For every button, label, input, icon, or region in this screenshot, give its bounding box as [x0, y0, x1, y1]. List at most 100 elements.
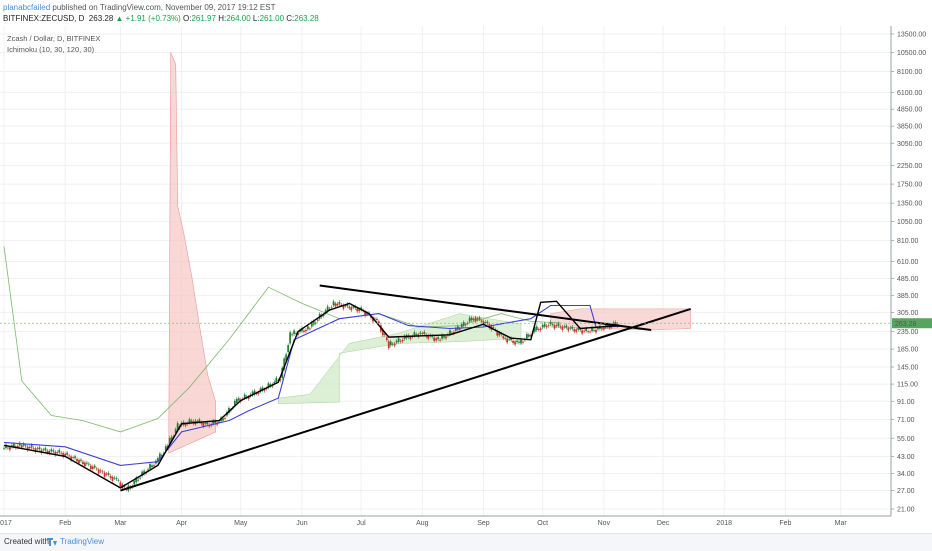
- candle-body: [24, 445, 27, 447]
- candle-body: [7, 447, 9, 449]
- author-link[interactable]: planabcfailed: [3, 3, 51, 12]
- candle-body: [527, 334, 530, 337]
- candle-body: [28, 447, 31, 448]
- candle-body: [328, 308, 331, 310]
- candle-body: [214, 421, 217, 424]
- candle-body: [399, 340, 402, 342]
- candle-body: [600, 328, 603, 330]
- footer-brand[interactable]: TradingView: [60, 537, 105, 546]
- candle-body: [492, 327, 495, 328]
- y-tick-label: 34.00: [897, 471, 915, 478]
- candle-body: [235, 398, 238, 403]
- candle-body: [476, 318, 479, 320]
- y-tick-label: 810.00: [897, 238, 919, 245]
- candle-body: [247, 396, 250, 399]
- candle-body: [332, 301, 335, 306]
- candle-body: [522, 341, 524, 343]
- candle-body: [97, 469, 100, 474]
- candle-body: [117, 480, 120, 482]
- candle-body: [366, 312, 368, 315]
- x-tick-label: Nov: [598, 520, 611, 527]
- candle-body: [506, 338, 509, 343]
- candle-body: [119, 482, 122, 487]
- ohlc-close: 263.28: [294, 14, 319, 23]
- candle-body: [535, 326, 538, 331]
- y-tick-label: 1750.00: [897, 182, 922, 189]
- candle-body: [297, 332, 299, 335]
- footer-created-with: Created with: [4, 537, 49, 546]
- x-tick-label: Feb: [779, 520, 791, 527]
- candle-body: [559, 326, 562, 328]
- cloud-bullish: [278, 313, 522, 404]
- candle-body: [62, 453, 65, 457]
- candle-body: [200, 422, 203, 424]
- candle-body: [30, 445, 33, 448]
- symbol-header: BITFINEX:ZECUSD, D 263.28 ▲ +1.91 (+0.73…: [3, 14, 319, 23]
- candle-body: [9, 447, 11, 450]
- candle-body: [520, 339, 522, 344]
- last-price-label: 263.28: [895, 321, 917, 328]
- candle-body: [228, 407, 230, 414]
- candle-body: [474, 317, 477, 322]
- candle-body: [204, 422, 207, 424]
- x-tick-label: Oct: [537, 520, 548, 527]
- x-tick-label: 2017: [0, 520, 12, 527]
- candle-body: [237, 398, 240, 401]
- candle-body: [257, 392, 260, 394]
- x-tick-label: May: [234, 520, 248, 527]
- candle-body: [287, 345, 290, 353]
- candle-body: [283, 358, 286, 370]
- candle-body: [344, 305, 347, 307]
- y-tick-label: 27.00: [897, 488, 915, 495]
- x-tick-label: Apr: [176, 520, 188, 527]
- candle-body: [306, 326, 309, 330]
- candle-body: [409, 336, 412, 339]
- candle-body: [188, 419, 191, 423]
- candle-body: [575, 329, 578, 332]
- indicator-label[interactable]: Ichimoku (10, 30, 120, 30): [7, 45, 95, 54]
- candle-body: [34, 448, 37, 452]
- candle-body: [449, 330, 451, 335]
- candle-body: [82, 461, 84, 465]
- candle-body: [583, 330, 586, 332]
- ohlc-open-label: O:: [183, 14, 192, 23]
- candle-body: [512, 340, 514, 343]
- candle-body: [151, 465, 153, 467]
- x-tick-label: Dec: [657, 520, 670, 527]
- candle-body: [3, 447, 5, 449]
- candle-body: [389, 341, 392, 346]
- y-tick-label: 1050.00: [897, 219, 922, 226]
- ohlc-close-label: C:: [286, 14, 295, 23]
- y-tick-label: 115.00: [897, 382, 918, 389]
- candle-body: [381, 329, 384, 336]
- y-tick-label: 2250.00: [897, 163, 922, 170]
- x-tick-label: Mar: [114, 520, 127, 527]
- candle-body: [334, 303, 337, 307]
- candle-body: [68, 455, 71, 457]
- conversion-line: [3, 300, 620, 489]
- candle-body: [549, 321, 552, 325]
- candle-body: [462, 322, 465, 326]
- candle-body: [597, 327, 599, 330]
- candle-body: [510, 338, 513, 341]
- candle-body: [606, 324, 609, 327]
- candle-body: [589, 331, 591, 333]
- candle-body: [206, 422, 209, 425]
- candle-body: [526, 333, 528, 339]
- candle-body: [338, 301, 341, 305]
- candle-body: [113, 477, 116, 479]
- candle-body: [308, 328, 311, 330]
- footer: Created with TradingView: [0, 533, 932, 551]
- candle-body: [58, 449, 61, 453]
- price-chart[interactable]: 263.28 21.00 27.00 34.00 43.00 55.00 71.00 91.0…: [0, 26, 932, 536]
- candle-body: [454, 328, 457, 331]
- candle-body: [433, 337, 436, 341]
- y-tick-label: 235.00: [897, 329, 919, 336]
- candle-body: [267, 383, 270, 388]
- x-tick-label: Mar: [835, 520, 848, 527]
- trendline-0: [120, 307, 691, 492]
- candle-body: [139, 477, 142, 479]
- y-tick-label: 91.00: [897, 399, 915, 406]
- y-tick-label: 10500.00: [897, 50, 926, 57]
- candle-body: [153, 465, 155, 467]
